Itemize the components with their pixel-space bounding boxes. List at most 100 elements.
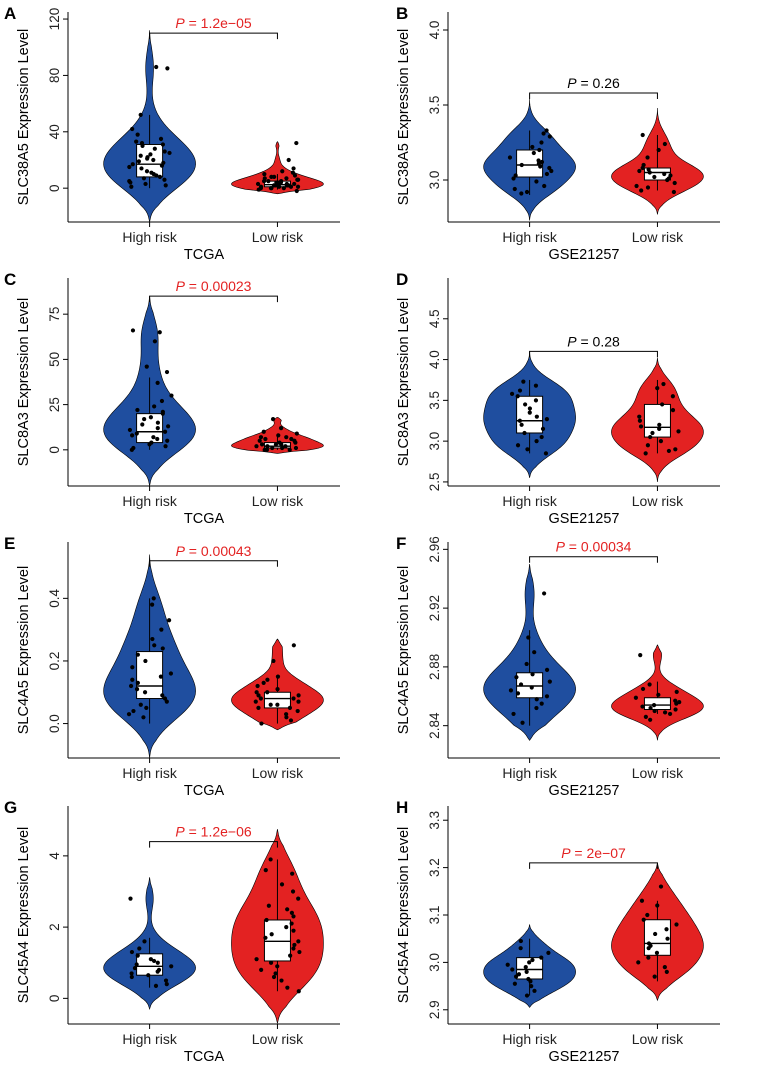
data-point [513, 173, 518, 178]
data-point [532, 988, 537, 993]
data-point [518, 682, 524, 687]
x-tick-label: High risk [122, 765, 177, 781]
data-point [169, 393, 174, 398]
data-point [163, 444, 168, 449]
data-point [655, 386, 660, 391]
y-tick-label: 4.5 [427, 309, 442, 328]
data-point [288, 718, 294, 723]
data-point [524, 189, 530, 195]
data-point [658, 884, 664, 889]
data-point [512, 981, 517, 986]
data-point [130, 328, 136, 333]
x-tick-label: Low risk [632, 765, 684, 781]
data-point [531, 150, 536, 156]
x-tick-label: High risk [502, 229, 557, 245]
data-point [651, 703, 657, 708]
data-point [278, 426, 284, 431]
data-point [673, 707, 678, 712]
data-point [539, 159, 545, 165]
data-point [135, 652, 140, 657]
data-point [289, 436, 294, 442]
data-point [291, 914, 296, 919]
data-point [138, 153, 143, 158]
x-tick-label: High risk [502, 493, 557, 509]
data-point [652, 708, 657, 714]
data-point [296, 693, 301, 698]
data-point [289, 910, 294, 915]
data-point [294, 188, 299, 194]
data-point [280, 445, 285, 451]
data-point [148, 152, 153, 157]
data-point [130, 665, 135, 670]
data-point [256, 693, 261, 698]
data-point [544, 417, 550, 422]
data-point [662, 171, 667, 177]
significance-bracket [149, 295, 278, 303]
data-point [134, 431, 139, 436]
data-point [656, 692, 661, 697]
data-point [164, 369, 170, 375]
data-point [146, 973, 151, 978]
data-point [279, 978, 284, 983]
data-point [674, 922, 679, 927]
data-point [151, 958, 157, 964]
data-point [547, 679, 552, 684]
data-point [647, 682, 652, 687]
x-tick-label: Low risk [632, 493, 684, 509]
y-axis-title: SLC45A4 Expression Level [396, 827, 412, 1004]
data-point [516, 972, 522, 977]
data-point [141, 715, 146, 720]
data-point [152, 643, 157, 648]
panel-letter: F [396, 534, 406, 553]
y-axis-title: SLC45A4 Expression Level [16, 827, 32, 1004]
data-point [664, 927, 669, 932]
x-tick-label: High risk [502, 765, 557, 781]
y-tick-label: 2.88 [427, 654, 442, 680]
data-point [152, 404, 157, 409]
data-point [544, 171, 550, 177]
data-point [160, 142, 166, 147]
data-point [127, 427, 133, 433]
data-point [159, 163, 165, 168]
p-value-label: P = 0.28 [567, 333, 620, 349]
p-value-label: P = 2e−07 [561, 845, 626, 861]
y-axis-title: SLC8A3 Expression Level [16, 298, 32, 466]
panel-letter: A [4, 4, 16, 23]
data-point [670, 394, 675, 399]
data-point [512, 186, 517, 192]
p-value-text: = 1.2e−06 [185, 824, 252, 840]
data-point [505, 962, 510, 967]
data-point [542, 591, 547, 596]
data-point [674, 689, 679, 694]
data-point [136, 159, 141, 164]
data-point [150, 636, 155, 642]
data-point [148, 415, 153, 420]
data-point [284, 435, 289, 440]
data-point [533, 383, 539, 388]
y-tick-label: 80 [47, 68, 62, 83]
data-point [290, 871, 295, 876]
data-point [510, 967, 515, 972]
x-axis-title: GSE21257 [549, 511, 620, 527]
data-point [641, 917, 646, 922]
data-point [126, 712, 132, 717]
data-point [657, 422, 662, 427]
data-point [137, 946, 142, 951]
y-tick-label: 120 [47, 8, 62, 31]
data-point [163, 183, 168, 188]
data-point [159, 627, 164, 632]
data-point [165, 66, 170, 71]
data-point [259, 442, 265, 447]
data-point [283, 444, 288, 449]
data-point [284, 183, 289, 188]
data-point [268, 702, 273, 707]
data-point [160, 411, 165, 416]
data-point [291, 928, 296, 933]
box-iqr [643, 403, 671, 438]
data-point [645, 912, 650, 918]
data-point [291, 166, 296, 171]
data-point [130, 162, 135, 167]
y-tick-label: 4.0 [427, 350, 442, 369]
violin-low-risk [231, 141, 324, 195]
